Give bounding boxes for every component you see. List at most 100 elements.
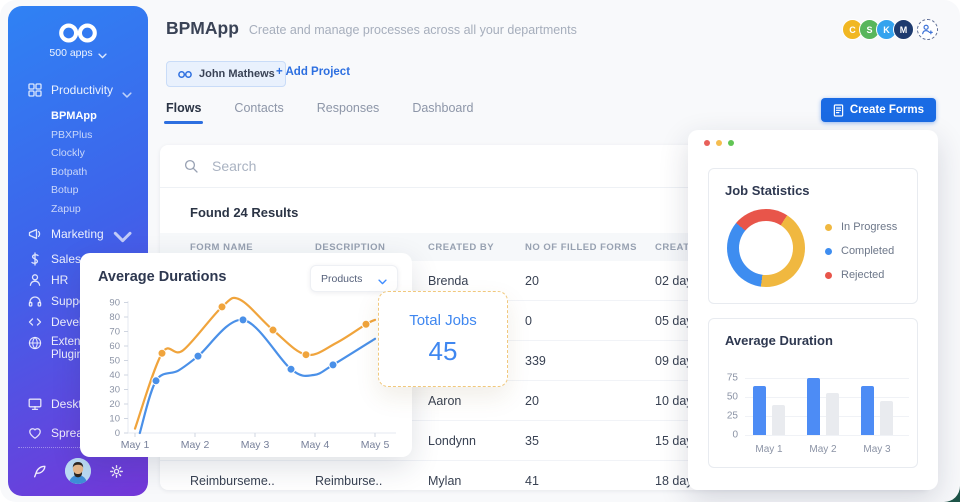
- x-axis-label: May 1: [121, 439, 150, 451]
- sidebar-item-pbxplus[interactable]: PBXPlus: [51, 128, 93, 141]
- total-jobs-value: 45: [428, 336, 458, 366]
- sidebar-item-label: Marketing: [51, 227, 104, 241]
- legend-dot: [825, 247, 832, 255]
- data-point-orange: [157, 348, 167, 358]
- products-filter-dropdown[interactable]: Products: [310, 265, 398, 292]
- tab-flows[interactable]: Flows: [163, 101, 204, 124]
- owner-chip[interactable]: John Mathews: [166, 61, 286, 87]
- sidebar-item-sales[interactable]: Sales: [28, 252, 148, 267]
- table-row[interactable]: 0 05 days: [160, 300, 930, 340]
- tab-bar: Flows Contacts Responses Dashboard: [163, 101, 474, 124]
- tab-responses[interactable]: Responses: [316, 101, 380, 115]
- cell-created-by: Mylan: [428, 473, 462, 488]
- extensions-icon: [28, 336, 42, 350]
- job-statistics-card: Job Statistics In Progress Completed Rejec…: [708, 168, 918, 304]
- job-statistics-donut-chart: [727, 209, 805, 287]
- apps-count-dropdown[interactable]: 500 apps: [8, 47, 148, 59]
- gridline: [745, 378, 909, 379]
- x-axis-label: May 1: [755, 444, 783, 455]
- data-point-blue: [193, 351, 203, 361]
- sidebar-item-productivity[interactable]: Productivity: [28, 83, 148, 101]
- table-row[interactable]: Aaron 20 10 days: [160, 380, 930, 420]
- y-axis-tick: 75: [726, 372, 738, 384]
- total-jobs-label: Total Jobs: [409, 312, 477, 329]
- sidebar-item-botpath[interactable]: Botpath: [51, 165, 88, 178]
- minimize-window-dot[interactable]: [716, 140, 722, 146]
- data-point-blue: [238, 315, 248, 325]
- create-forms-label: Create Forms: [849, 104, 924, 116]
- apps-count-label: 500 apps: [49, 47, 93, 59]
- table-row[interactable]: Reimburseme.. Reimburse.. Mylan 41 18 days: [160, 460, 930, 490]
- sidebar-subnav: BPMApp PBXPlus Clockly Botpath Botup Zapup: [51, 107, 148, 218]
- y-axis-tick: 25: [726, 410, 738, 422]
- hr-icon: [28, 273, 42, 287]
- x-axis-label: May 3: [241, 439, 270, 451]
- table-row[interactable]: Brenda 20 02 days: [160, 261, 930, 300]
- cell-description: Reimburse..: [315, 473, 383, 488]
- table-row[interactable]: Londynn 35 15 days: [160, 420, 930, 460]
- developers-icon: [28, 315, 42, 329]
- legend-item-in-progress: In Progress: [825, 221, 897, 233]
- sidebar-item-label: Sales: [51, 252, 82, 267]
- add-member-button[interactable]: [917, 19, 938, 40]
- productivity-icon: [28, 83, 42, 97]
- bar-primary-may-3: [861, 385, 874, 435]
- table-row[interactable]: 339 09 days: [160, 340, 930, 380]
- chevron-down-icon: [378, 276, 387, 284]
- y-axis-tick: 30: [109, 385, 120, 396]
- results-count: Found 24 Results: [190, 205, 299, 220]
- cell-created-by: Brenda: [428, 273, 469, 288]
- logo-500apps-icon: [55, 22, 101, 44]
- gear-icon[interactable]: [109, 464, 124, 479]
- job-statistics-legend: In Progress Completed Rejected: [825, 221, 897, 293]
- chevron-down-icon: [97, 50, 107, 59]
- sidebar-item-marketing[interactable]: Marketing: [28, 227, 148, 246]
- create-forms-button[interactable]: Create Forms: [820, 98, 936, 122]
- y-axis-tick: 20: [109, 399, 120, 410]
- sidebar-footer: [18, 447, 138, 496]
- spreadsheet-icon: [28, 426, 42, 440]
- sidebar-item-botup[interactable]: Botup: [51, 184, 79, 196]
- cell-created-by: Aaron: [428, 393, 462, 408]
- feather-icon[interactable]: [32, 464, 47, 479]
- cell-filled-forms: 20: [525, 393, 539, 408]
- column-header-no-of-filled-forms: NO OF FILLED FORMS: [525, 241, 637, 253]
- tab-contacts[interactable]: Contacts: [234, 101, 284, 115]
- x-axis-label: May 4: [301, 439, 330, 451]
- data-point-orange: [361, 319, 371, 329]
- table-body: Brenda 20 02 days 0 05 days 339 09 days Aaron 20…: [160, 261, 930, 490]
- chevron-down-icon: [113, 231, 132, 246]
- desktop-icon: [28, 397, 42, 411]
- average-durations-card: Average Durations Products 0 10 20 30 40 50 60…: [80, 253, 412, 457]
- window-controls: [704, 140, 734, 146]
- sidebar-item-clockly[interactable]: Clockly: [51, 147, 85, 159]
- sidebar-item-bpmapp[interactable]: BPMApp: [51, 110, 97, 122]
- legend-dot: [825, 271, 832, 279]
- bar-secondary-may-1: [772, 404, 785, 435]
- tab-dashboard[interactable]: Dashboard: [412, 101, 474, 115]
- page-title: BPMApp: [166, 18, 239, 38]
- sidebar-item-zapup[interactable]: Zapup: [51, 202, 81, 215]
- user-avatar[interactable]: [65, 458, 91, 484]
- y-axis-tick: 0: [732, 429, 738, 441]
- y-axis-tick: 60: [109, 341, 120, 352]
- x-axis-label: May 5: [361, 439, 390, 451]
- sales-icon: [28, 252, 42, 267]
- data-point-orange: [301, 350, 311, 360]
- maximize-window-dot[interactable]: [728, 140, 734, 146]
- data-point-orange: [217, 302, 227, 312]
- close-window-dot[interactable]: [704, 140, 710, 146]
- legend-label: Completed: [841, 245, 895, 257]
- sidebar-item-hr[interactable]: HR: [28, 273, 148, 288]
- bar-primary-may-2: [807, 378, 820, 435]
- legend-item-rejected: Rejected: [825, 269, 897, 281]
- data-point-blue: [286, 364, 296, 374]
- member-avatar[interactable]: M: [893, 19, 914, 40]
- add-project-button[interactable]: + Add Project: [276, 66, 351, 78]
- x-axis-label: May 2: [809, 444, 837, 455]
- cell-created: 05 days: [655, 313, 699, 328]
- data-point-blue: [328, 360, 338, 370]
- cell-filled-forms: 41: [525, 473, 539, 488]
